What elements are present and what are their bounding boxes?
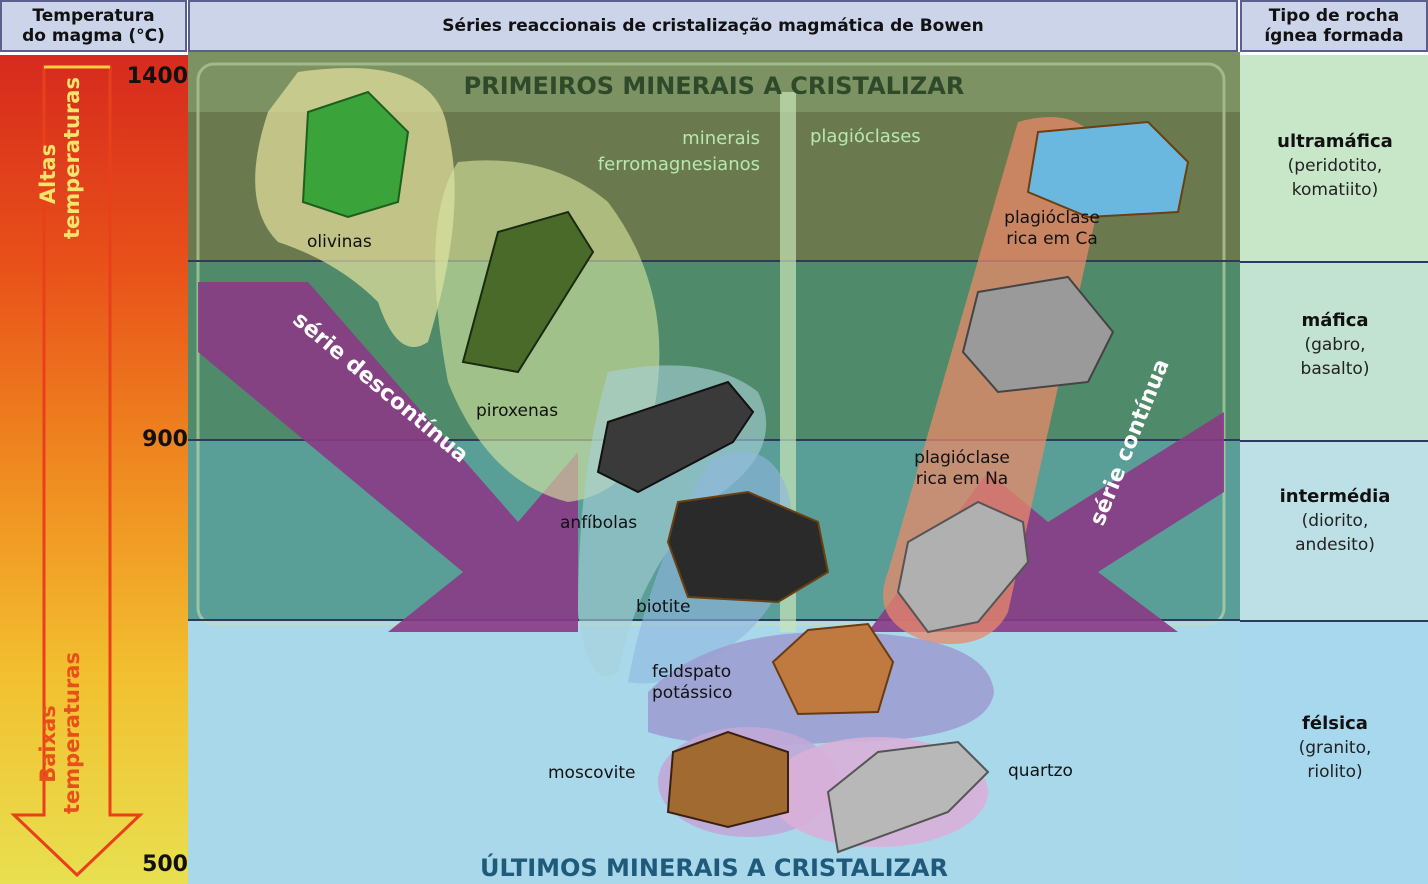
temperature-header: Temperatura do magma (°C): [0, 0, 187, 52]
temperature-gradient: [0, 55, 188, 884]
low-temperature-text: Baixas temperaturas: [36, 652, 84, 814]
rock-type-examples: (peridotito, komatiito): [1287, 156, 1383, 200]
pyroxene-crystal: [461, 210, 595, 374]
tick-500: 500: [142, 852, 188, 877]
plagioclase-na-crystal: [896, 500, 1030, 634]
high-temperature-label: Altas temperaturas: [36, 54, 84, 294]
k-feldspar-text: feldspato potássico: [652, 662, 733, 703]
k-feldspar-label: feldspato potássico: [652, 662, 752, 704]
series-header: Séries reaccionais de cristalização magm…: [188, 0, 1238, 52]
plagioclase-ca-crystal: [1026, 120, 1190, 219]
rock-column-felsic: [1240, 620, 1428, 884]
series-header-text: Séries reaccionais de cristalização magm…: [442, 16, 984, 36]
amphibole-label: anfíbolas: [560, 513, 638, 533]
rock-type-examples: (granito, riolito): [1298, 738, 1372, 782]
plag-ca-label: plagióclase rica em Ca: [990, 208, 1114, 250]
rock-type-intermediate: intermédia (diorito, andesito): [1242, 485, 1428, 557]
k-feldspar-crystal: [771, 622, 895, 716]
last-minerals-title: ÚLTIMOS MINERAIS A CRISTALIZAR: [480, 854, 948, 882]
olivine-crystal: [301, 90, 410, 219]
biotite-label: biotite: [636, 597, 691, 617]
ferromagnesian-label: minerais ferromagnesianos: [570, 126, 760, 178]
rock-type-name: máfica: [1301, 310, 1369, 331]
bowen-diagram: [188, 52, 1240, 884]
rock-type-header: Tipo de rocha ígnea formada: [1240, 0, 1428, 52]
temperature-header-text: Temperatura do magma (°C): [22, 6, 165, 46]
pyroxene-label: piroxenas: [476, 401, 559, 421]
plagioclase-crystal: [961, 275, 1115, 394]
rock-column-ultramafic: [1240, 55, 1428, 261]
rock-type-name: ultramáfica: [1277, 131, 1393, 152]
rock-type-examples: (gabro, basalto): [1300, 335, 1370, 379]
rock-column-mafic: [1240, 261, 1428, 440]
olivine-label: olivinas: [307, 232, 372, 252]
rock-type-header-text: Tipo de rocha ígnea formada: [1264, 6, 1404, 46]
amphibole-crystal: [596, 380, 755, 494]
plag-na-label: plagióclase rica em Na: [900, 448, 1024, 490]
quartz-crystal: [826, 740, 990, 854]
quartz-label: quartzo: [1008, 761, 1073, 781]
rock-type-name: intermédia: [1279, 486, 1391, 507]
plag-na-text: plagióclase rica em Na: [914, 448, 1010, 489]
temperature-arrow: [10, 65, 144, 878]
rock-type-name: félsica: [1302, 713, 1368, 734]
muscovite-crystal: [666, 730, 789, 829]
discontinuous-series-arrow: [198, 282, 578, 632]
low-temperature-label: Baixas temperaturas: [36, 624, 84, 864]
high-temperature-text: Altas temperaturas: [36, 77, 84, 239]
plagioclase-group-label: plagióclases: [810, 126, 921, 147]
biotite-crystal: [666, 490, 830, 604]
muscovite-label: moscovite: [548, 763, 636, 783]
first-minerals-title: PRIMEIROS MINERAIS A CRISTALIZAR: [463, 72, 965, 100]
rock-column-intermediate: [1240, 440, 1428, 620]
rock-type-examples: (diorito, andesito): [1295, 511, 1375, 555]
plag-ca-text: plagióclase rica em Ca: [1004, 208, 1100, 249]
rock-type-felsic: félsica (granito, riolito): [1242, 712, 1428, 784]
tick-1400: 1400: [126, 64, 188, 89]
rock-type-mafic: máfica (gabro, basalto): [1242, 309, 1428, 381]
ferromagnesian-text: minerais ferromagnesianos: [597, 128, 760, 175]
tick-900: 900: [142, 427, 188, 452]
rock-type-ultramafic: ultramáfica (peridotito, komatiito): [1242, 130, 1428, 202]
